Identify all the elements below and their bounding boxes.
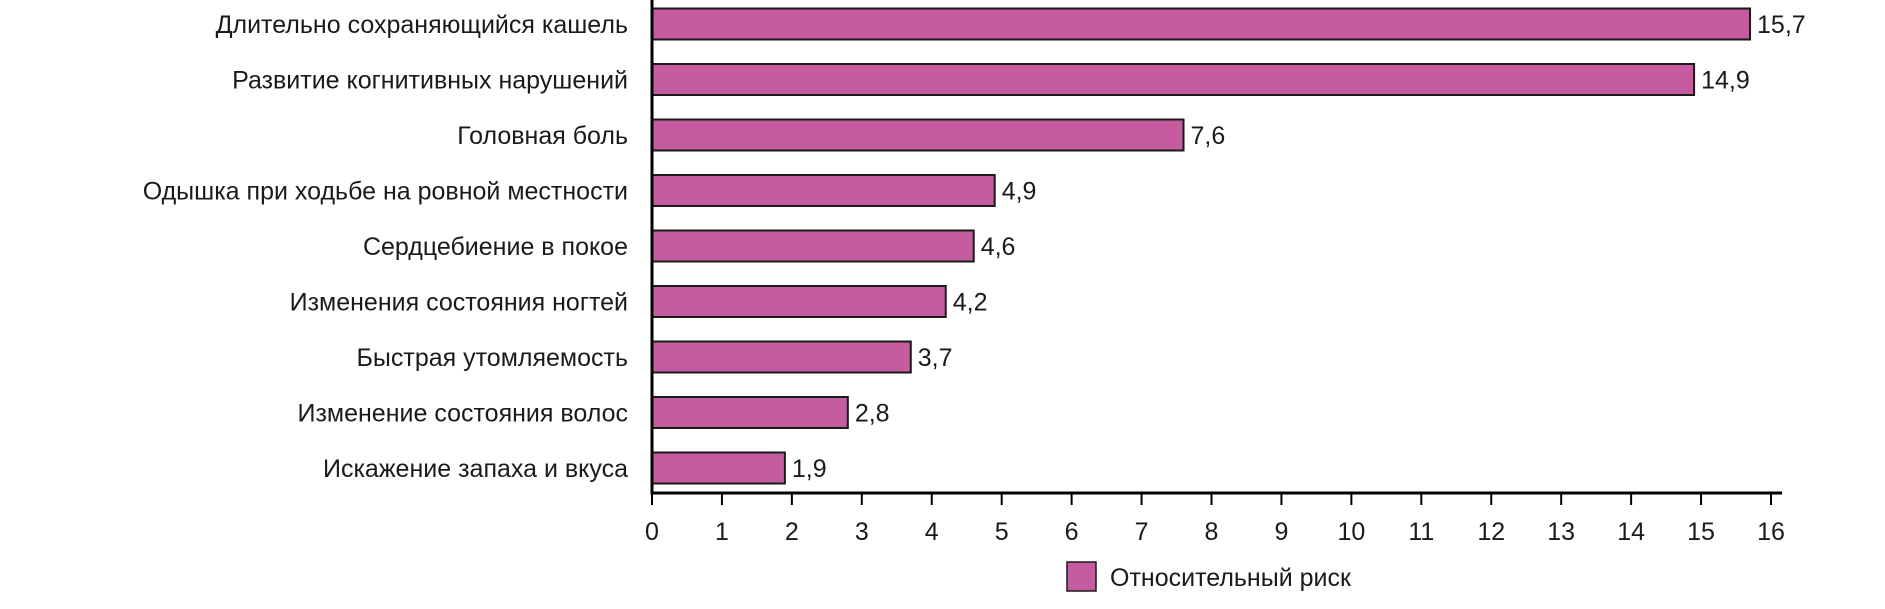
x-tick-label: 5 [995,518,1009,546]
category-label: Одышка при ходьбе на ровной местности [143,178,628,206]
x-tick-label: 12 [1477,518,1505,546]
x-tick-label: 9 [1274,518,1288,546]
bar [651,229,975,263]
x-tick-label: 6 [1065,518,1079,546]
value-label: 2,8 [855,400,890,428]
category-label: Искажение запаха и вкуса [323,455,628,483]
legend-label: Относительный риск [1110,564,1352,592]
category-label: Развитие когнитивных нарушений [232,67,628,95]
value-label: 4,2 [953,289,988,317]
value-label: 7,6 [1191,122,1226,150]
x-tick-label: 0 [645,518,659,546]
x-tick-label: 11 [1408,518,1434,546]
x-tick-label: 3 [855,518,869,546]
category-label: Изменение состояния волос [297,400,628,428]
value-label: 14,9 [1701,67,1750,95]
category-label: Сердцебиение в покое [363,233,628,261]
bar [651,7,1752,41]
category-label: Изменения состояния ногтей [290,289,628,317]
bar [651,174,996,207]
x-tick-label: 10 [1337,518,1365,546]
bars-layer [651,7,1752,485]
bar [651,63,1696,96]
value-label: 15,7 [1757,11,1806,39]
value-label: 3,7 [918,344,953,372]
category-label: Головная боль [457,122,628,150]
value-labels: 15,714,9 7,6 4,9 4,6 4,23,7 2,8 1,9 [792,11,1806,483]
value-label: 4,6 [981,233,1016,261]
bar [651,451,786,485]
x-tick-label: 1 [715,518,729,546]
x-tick-label: 15 [1687,518,1715,546]
bar [651,285,947,318]
value-label: 4,9 [1002,178,1037,206]
value-label: 1,9 [792,455,827,483]
legend-swatch [1066,561,1097,592]
x-tick-label: 4 [925,518,939,546]
x-tick-label: 16 [1757,518,1785,546]
x-tick-label: 8 [1205,518,1219,546]
category-label: Длительно сохраняющийся кашель [216,11,628,39]
bar [651,118,1185,152]
x-axis-ticks: 0 1 2 3 4 5 6 7 8 9 10 11 12 13 14 15 16 [645,493,1785,546]
x-tick-label: 14 [1617,518,1645,546]
legend: Относительный риск [1066,561,1352,592]
category-labels: Длительно сохраняющийся кашель Развитие к… [143,11,628,483]
bar [651,340,912,374]
x-tick-label: 7 [1135,518,1149,546]
category-label: Быстрая утомляемость [357,344,628,372]
x-tick-label: 13 [1547,518,1575,546]
bar [651,396,849,429]
x-tick-label: 2 [785,518,799,546]
